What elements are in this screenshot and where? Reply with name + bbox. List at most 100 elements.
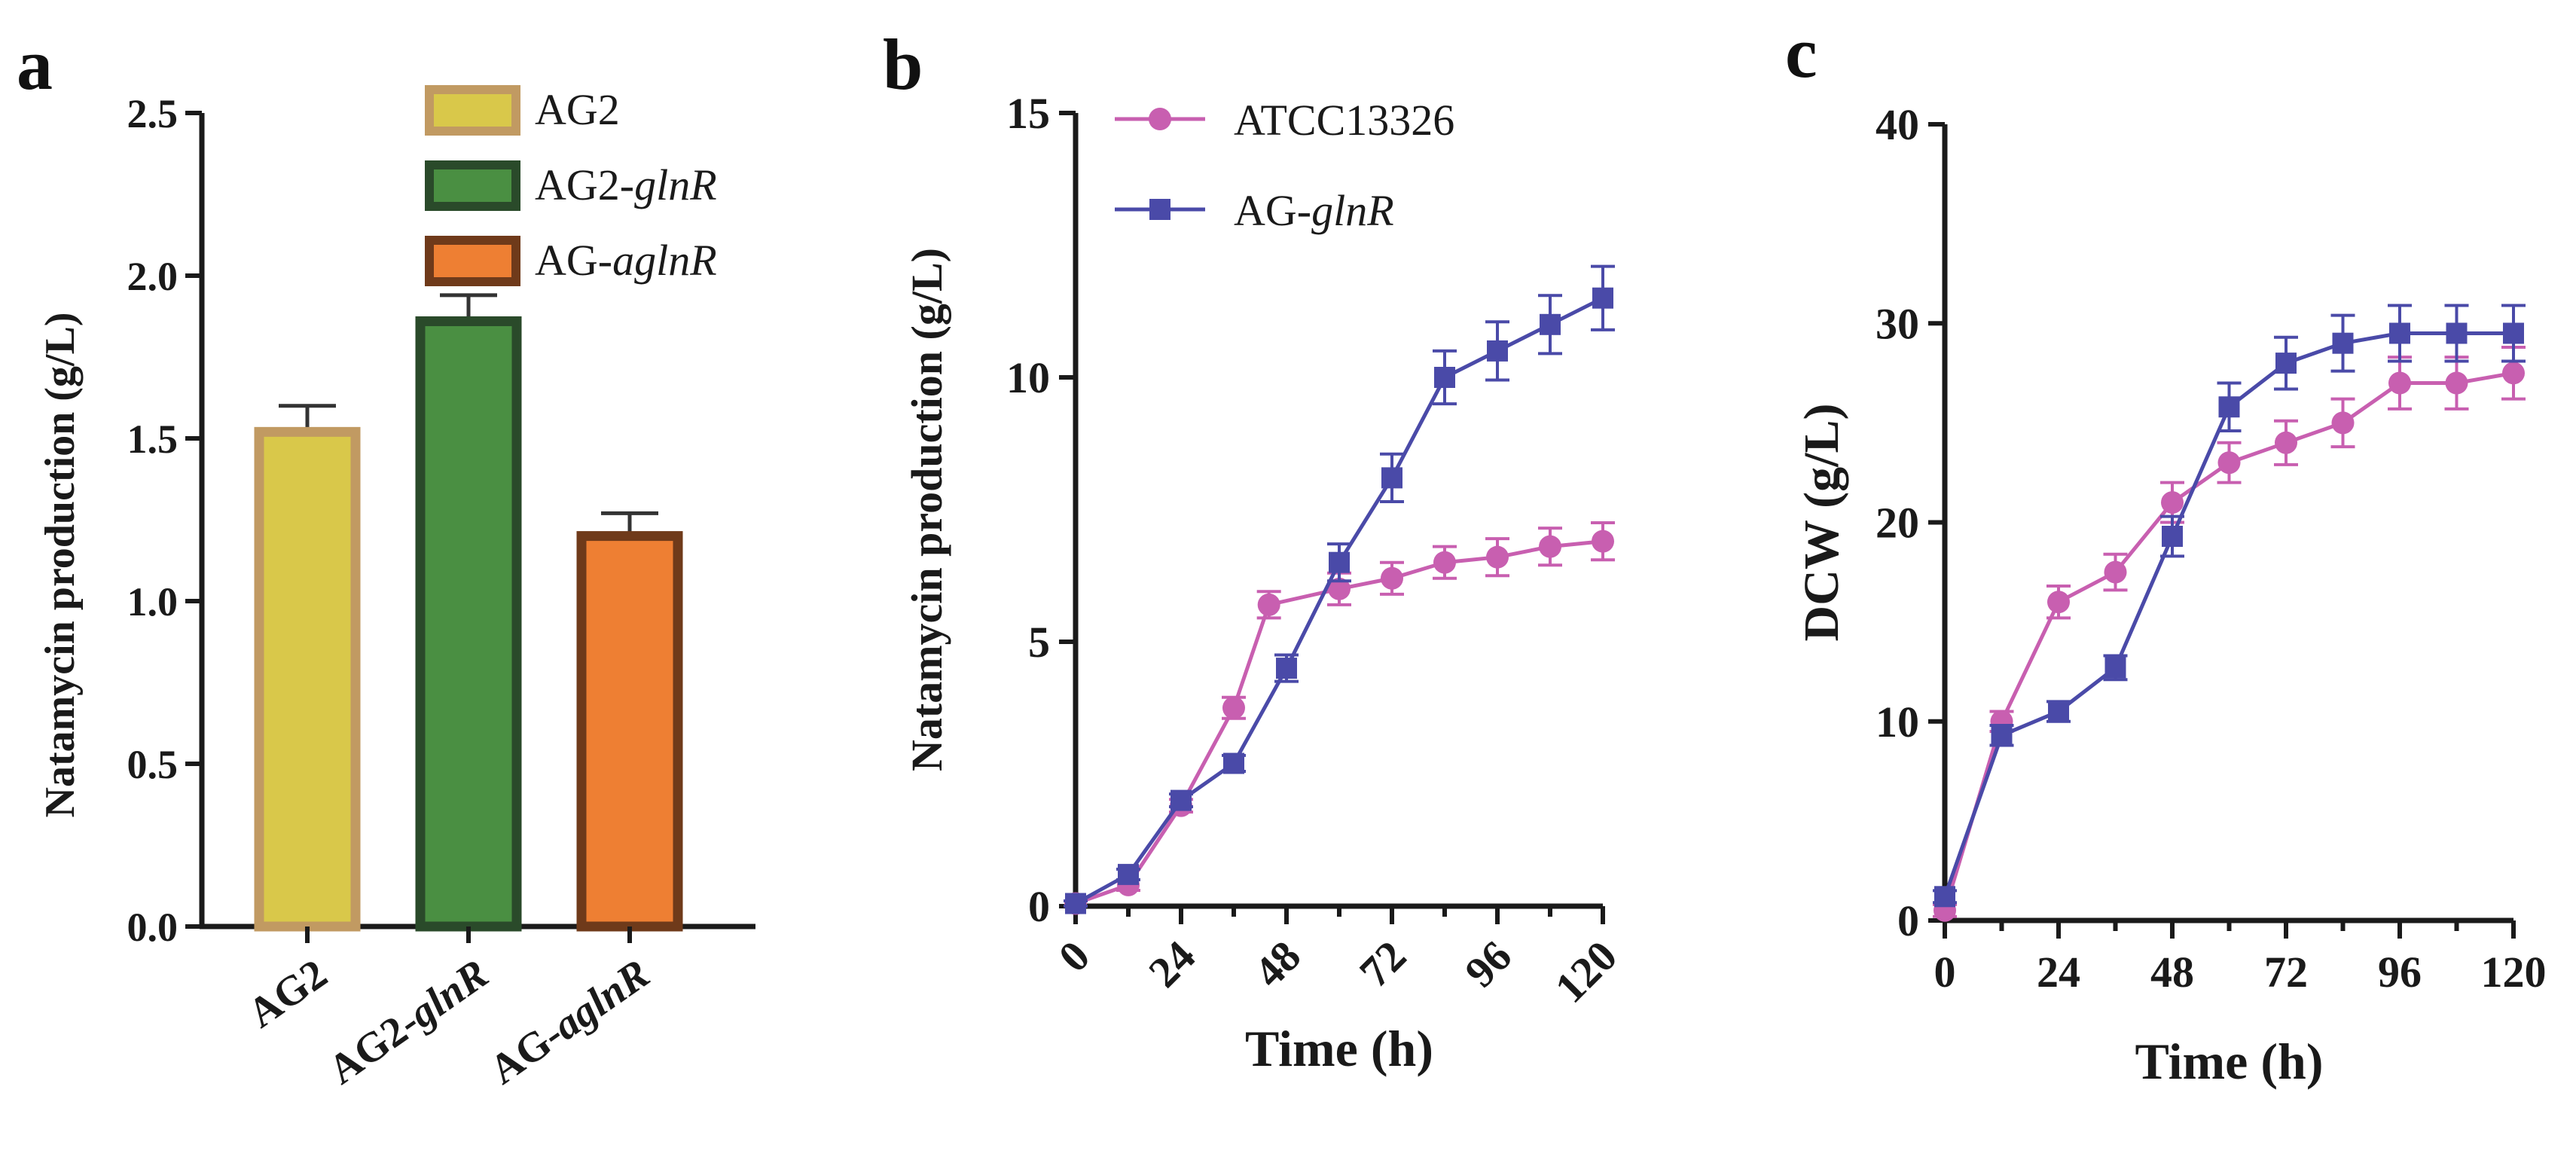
x-tick-label: AG2-glnR xyxy=(320,951,496,1094)
data-point xyxy=(1592,530,1614,553)
x-tick-label: 24 xyxy=(2037,948,2080,997)
data-point xyxy=(2275,431,2297,454)
data-point xyxy=(2502,362,2525,385)
x-axis-title: Time (h) xyxy=(1245,1020,1433,1077)
x-tick-label: 0 xyxy=(1934,948,1956,997)
label-part: AG2- xyxy=(535,160,634,209)
y-tick-label: 10 xyxy=(1876,698,1919,746)
x-tick-label: 48 xyxy=(1244,931,1310,997)
label-part: AG2 xyxy=(535,85,620,134)
bar-AG2-glnR xyxy=(415,316,522,932)
data-point xyxy=(1222,696,1245,719)
panel-letter-c: c xyxy=(1785,12,1818,93)
data-point xyxy=(1328,577,1351,600)
data-point xyxy=(1329,551,1350,573)
data-point xyxy=(1486,545,1509,569)
data-point xyxy=(2388,371,2411,395)
x-tick-label: 120 xyxy=(1546,931,1626,1012)
panel-letter-a: a xyxy=(17,24,53,105)
label-part: AG2 xyxy=(240,951,335,1037)
x-tick-label: 24 xyxy=(1139,931,1204,997)
legend-label: AG-aglnR xyxy=(535,236,717,285)
y-tick-label: 2.0 xyxy=(127,254,179,299)
panel-a: a 0.0 0.5 1.0 1.5 2.0 2.5 Natamycin production … xyxy=(17,24,755,1094)
data-point xyxy=(1170,789,1192,811)
x-tick-label: 96 xyxy=(1455,931,1521,997)
legend-marker xyxy=(1149,199,1170,220)
x-tick-label: 72 xyxy=(1350,931,1415,997)
x-tick-label: AG2 xyxy=(240,951,335,1037)
data-point xyxy=(2503,322,2524,344)
x-axis-title: Time (h) xyxy=(2135,1033,2324,1090)
y-tick-label: 0.5 xyxy=(127,742,179,787)
label-part: ATCC13326 xyxy=(1234,96,1454,145)
y-tick-label: 0 xyxy=(1897,896,1919,945)
data-point xyxy=(1433,551,1456,574)
legend-label: ATCC13326 xyxy=(1234,96,1454,145)
data-point xyxy=(1434,367,1455,388)
legend-label: AG2 xyxy=(535,85,620,134)
x-tick-label: AG-aglnR xyxy=(481,951,658,1094)
data-point xyxy=(1540,313,1561,335)
data-point xyxy=(2162,525,2183,547)
data-point xyxy=(1592,287,1613,309)
data-point xyxy=(1118,863,1139,885)
bar-AG2 xyxy=(254,426,361,932)
panel-c: c 0 10 20 30 40 0 24 48 72 96 120 Time (h) DCW (g/L) xyxy=(1785,12,2547,1090)
x-tick-label: 120 xyxy=(2481,948,2547,997)
data-point xyxy=(1381,467,1402,489)
data-point xyxy=(2332,332,2354,354)
label-part-italic: aglnR xyxy=(612,236,717,285)
panel-letter-b: b xyxy=(883,24,923,105)
y-tick-label: 1.0 xyxy=(127,579,179,624)
y-tick-label: 5 xyxy=(1028,618,1050,667)
label-part: AG- xyxy=(535,236,612,285)
data-point xyxy=(2048,701,2069,722)
legend-marker xyxy=(1149,108,1171,130)
legend-swatch xyxy=(425,85,520,136)
data-point xyxy=(2389,322,2410,344)
x-tick-label: 72 xyxy=(2264,948,2308,997)
legend-swatch xyxy=(425,160,520,211)
y-tick-label: 10 xyxy=(1006,353,1050,402)
data-point xyxy=(2331,411,2355,435)
label-part: AG- xyxy=(1234,186,1311,235)
data-point xyxy=(1065,893,1086,914)
label-part-italic: aglnR xyxy=(545,951,658,1049)
x-tick-label: 0 xyxy=(1049,931,1099,981)
data-point xyxy=(2161,491,2184,514)
y-tick-label: 30 xyxy=(1876,299,1919,348)
data-point xyxy=(2445,371,2468,395)
data-point xyxy=(2275,353,2297,374)
legend-swatch xyxy=(425,236,520,286)
data-point xyxy=(2217,451,2241,475)
x-tick-label: 48 xyxy=(2150,948,2194,997)
data-point xyxy=(2218,396,2240,418)
y-tick-label: 1.5 xyxy=(127,417,179,462)
data-point xyxy=(2104,560,2127,584)
y-axis-title: Natamycin production (g/L) xyxy=(902,248,951,771)
y-tick-label: 0 xyxy=(1028,882,1050,931)
bar-AG-aglnR xyxy=(576,531,683,932)
y-tick-label: 0.0 xyxy=(127,905,179,950)
data-point xyxy=(1381,566,1403,590)
panel-b: b 0 5 10 15 0 24 48 72 96 120 Time (h) Natamycin pro… xyxy=(883,24,1626,1077)
data-point xyxy=(1539,535,1561,558)
label-part-italic: glnR xyxy=(634,160,717,209)
y-tick-label: 15 xyxy=(1006,89,1050,138)
data-point xyxy=(1257,593,1280,616)
legend-label: AG2-glnR xyxy=(535,160,717,209)
label-part-italic: glnR xyxy=(1311,186,1394,235)
y-tick-label: 20 xyxy=(1876,499,1919,548)
data-point xyxy=(1934,886,1955,908)
y-tick-label: 40 xyxy=(1876,100,1919,149)
data-point xyxy=(1487,340,1508,362)
x-tick-label: 96 xyxy=(2378,948,2422,997)
legend-label: AG-glnR xyxy=(1234,186,1394,235)
y-axis-title: Natamycin production (g/L) xyxy=(37,313,84,818)
data-point xyxy=(1223,753,1244,774)
y-axis-title: DCW (g/L) xyxy=(1794,404,1849,642)
data-point xyxy=(2104,657,2126,679)
data-point xyxy=(2047,591,2070,614)
